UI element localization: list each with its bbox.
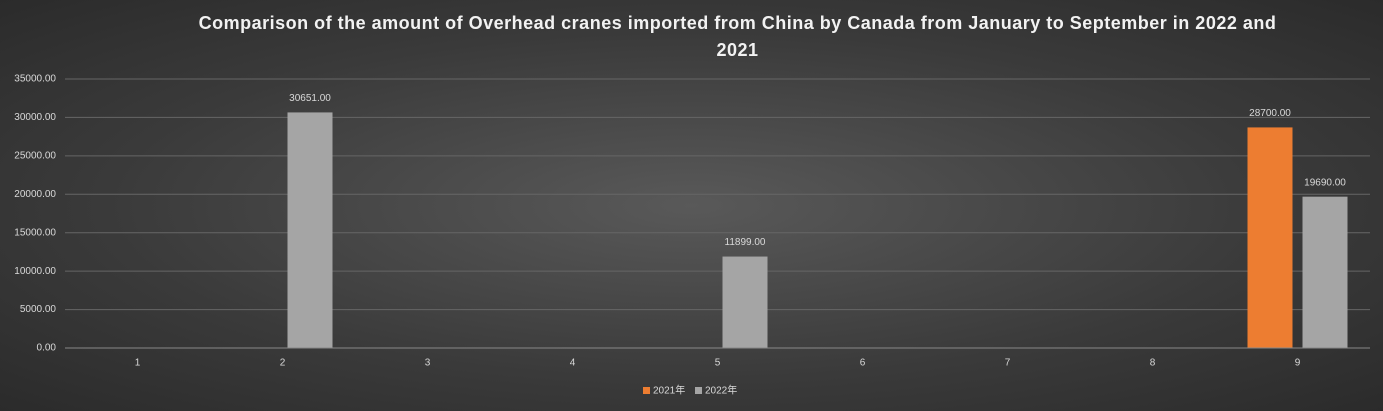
bar [1302, 196, 1348, 348]
y-tick-label: 0.00 [37, 343, 57, 354]
y-tick-label: 10000.00 [14, 266, 56, 277]
y-tick-label: 15000.00 [14, 227, 56, 238]
bar [287, 112, 333, 348]
bar [722, 256, 768, 348]
y-tick-label: 5000.00 [20, 304, 57, 315]
legend-swatch [695, 387, 702, 394]
x-tick-label: 9 [1295, 358, 1301, 369]
legend-swatch [643, 387, 650, 394]
x-tick-label: 6 [860, 358, 866, 369]
data-label: 28700.00 [1249, 108, 1291, 119]
y-tick-label: 20000.00 [14, 189, 56, 200]
y-tick-label: 25000.00 [14, 150, 56, 161]
x-tick-label: 5 [715, 358, 721, 369]
data-label: 30651.00 [289, 93, 331, 104]
y-tick-label: 30000.00 [14, 112, 56, 123]
data-label: 19690.00 [1304, 177, 1346, 188]
x-tick-label: 3 [425, 358, 431, 369]
data-label: 11899.00 [725, 237, 766, 248]
legend-label: 2021年 [653, 384, 685, 397]
x-tick-label: 7 [1005, 358, 1011, 369]
chart-title: Comparison of the amount of Overhead cra… [198, 13, 1277, 60]
y-tick-label: 35000.00 [14, 74, 56, 85]
bar [1247, 127, 1293, 348]
x-tick-label: 1 [135, 358, 141, 369]
x-tick-label: 2 [280, 358, 286, 369]
legend-label: 2022年 [705, 384, 737, 397]
x-tick-label: 4 [570, 358, 576, 369]
x-tick-label: 8 [1150, 358, 1156, 369]
